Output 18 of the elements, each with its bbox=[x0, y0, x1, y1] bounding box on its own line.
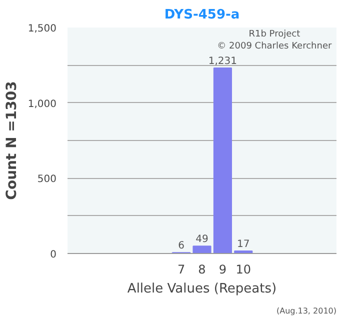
y-tick-label: 500 bbox=[37, 174, 57, 186]
x-tick-label: 9 bbox=[218, 262, 227, 276]
y-tick-label: 1,000 bbox=[28, 98, 57, 110]
annotation: R1b Project bbox=[248, 30, 301, 40]
data-label: 1,231 bbox=[208, 56, 238, 68]
x-axis-title: Allele Values (Repeats) bbox=[127, 282, 277, 296]
text: (Aug.13, 2010) bbox=[276, 306, 336, 316]
data-label: 49 bbox=[196, 234, 208, 246]
x-tick-label: 8 bbox=[198, 262, 206, 276]
annotation: © 2009 Charles Kerchner bbox=[217, 42, 332, 52]
x-tick-label: 7 bbox=[177, 262, 186, 276]
x-tick-label: 10 bbox=[236, 262, 252, 276]
data-label: 6 bbox=[178, 240, 184, 252]
y-tick-label: 0 bbox=[50, 250, 57, 260]
data-label: 17 bbox=[237, 238, 250, 250]
y-axis-title: Count N =1303 bbox=[4, 81, 20, 200]
chart-title: DYS-459-a bbox=[164, 8, 240, 22]
y-tick-label: 1,500 bbox=[28, 24, 57, 34]
